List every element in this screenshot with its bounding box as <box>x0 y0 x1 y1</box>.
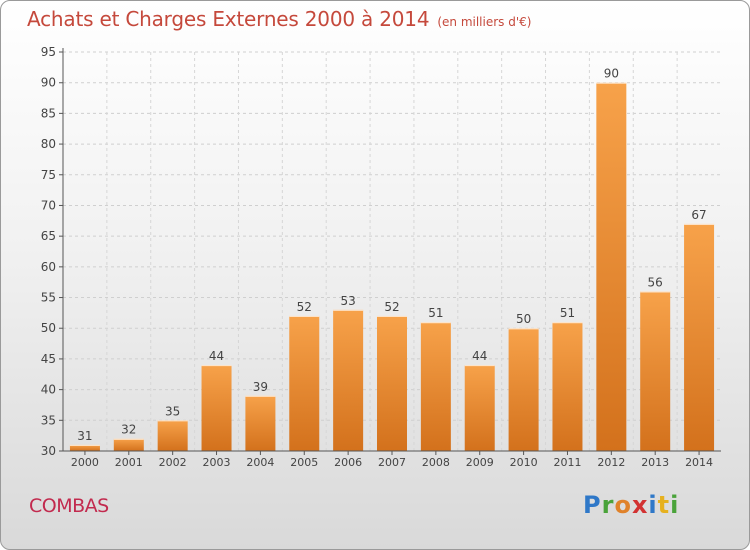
data-label: 52 <box>384 300 399 314</box>
bar <box>420 322 451 451</box>
y-tick-label: 40 <box>41 383 56 397</box>
bars <box>69 82 715 451</box>
x-tick-label: 2004 <box>246 456 274 469</box>
data-label: 50 <box>516 312 531 326</box>
x-tick-label: 2009 <box>466 456 494 469</box>
bar <box>157 420 188 451</box>
y-tick-label: 75 <box>41 168 56 182</box>
x-tick-label: 2005 <box>290 456 318 469</box>
x-tick-label: 2013 <box>641 456 669 469</box>
x-tick-label: 2000 <box>71 456 99 469</box>
labels: 30 35 40 45 50 55 60 65 70 75 80 85 90 95 31 2000 32 2001… <box>41 45 713 469</box>
data-label: 44 <box>472 349 487 363</box>
x-tick-label: 2006 <box>334 456 362 469</box>
x-tick-label: 2011 <box>553 456 581 469</box>
x-tick-label: 2008 <box>422 456 450 469</box>
y-tick-label: 55 <box>41 291 56 305</box>
bar <box>508 328 539 451</box>
data-label: 35 <box>165 404 180 418</box>
logo-letter: i <box>648 491 658 519</box>
x-tick-label: 2012 <box>597 456 625 469</box>
y-tick-label: 85 <box>41 106 56 120</box>
y-tick-label: 45 <box>41 352 56 366</box>
data-label: 44 <box>209 349 224 363</box>
bar <box>596 82 627 451</box>
y-tick-label: 50 <box>41 321 56 335</box>
data-label: 56 <box>648 275 663 289</box>
data-label: 67 <box>691 208 706 222</box>
data-label: 51 <box>560 306 575 320</box>
chart-title-row: Achats et Charges Externes 2000 à 2014 (e… <box>27 7 531 31</box>
data-label: 31 <box>77 429 92 443</box>
y-tick-label: 90 <box>41 76 56 90</box>
y-tick-label: 60 <box>41 260 56 274</box>
place-name: COMBAS <box>29 495 109 517</box>
x-tick-label: 2010 <box>510 456 538 469</box>
bar <box>113 438 144 451</box>
logo-letter: r <box>601 491 615 519</box>
x-tick-label: 2003 <box>203 456 231 469</box>
bar <box>201 365 232 451</box>
logo-letter: x <box>631 491 649 519</box>
y-tick-label: 80 <box>41 137 56 151</box>
y-tick-label: 35 <box>41 413 56 427</box>
chart-title: Achats et Charges Externes 2000 à 2014 <box>27 7 430 31</box>
bar <box>640 291 671 451</box>
data-label: 51 <box>428 306 443 320</box>
data-label: 90 <box>604 67 619 81</box>
x-tick-label: 2001 <box>115 456 143 469</box>
bar <box>464 365 495 451</box>
logo-letter: P <box>583 491 602 519</box>
x-tick-label: 2002 <box>159 456 187 469</box>
x-tick-label: 2007 <box>378 456 406 469</box>
data-label: 39 <box>253 380 268 394</box>
bar <box>552 322 583 451</box>
proxiti-logo[interactable]: Proxiti <box>583 491 679 519</box>
logo-letter: t <box>657 491 671 519</box>
y-tick-label: 70 <box>41 198 56 212</box>
chart-subtitle: (en milliers d'€) <box>437 15 532 29</box>
data-label: 32 <box>121 423 136 437</box>
y-tick-label: 65 <box>41 229 56 243</box>
bar <box>245 395 276 451</box>
logo-letter: o <box>614 491 632 519</box>
y-tick-label: 95 <box>41 45 56 59</box>
bar <box>377 315 407 451</box>
axes <box>59 48 721 455</box>
bar <box>684 223 715 451</box>
bar <box>69 444 100 451</box>
bar <box>289 315 320 451</box>
logo-letter: i <box>670 491 680 519</box>
data-label: 52 <box>297 300 312 314</box>
x-tick-label: 2014 <box>685 456 713 469</box>
bar <box>333 309 364 451</box>
data-label: 53 <box>340 294 355 308</box>
y-tick-label: 30 <box>41 444 56 458</box>
